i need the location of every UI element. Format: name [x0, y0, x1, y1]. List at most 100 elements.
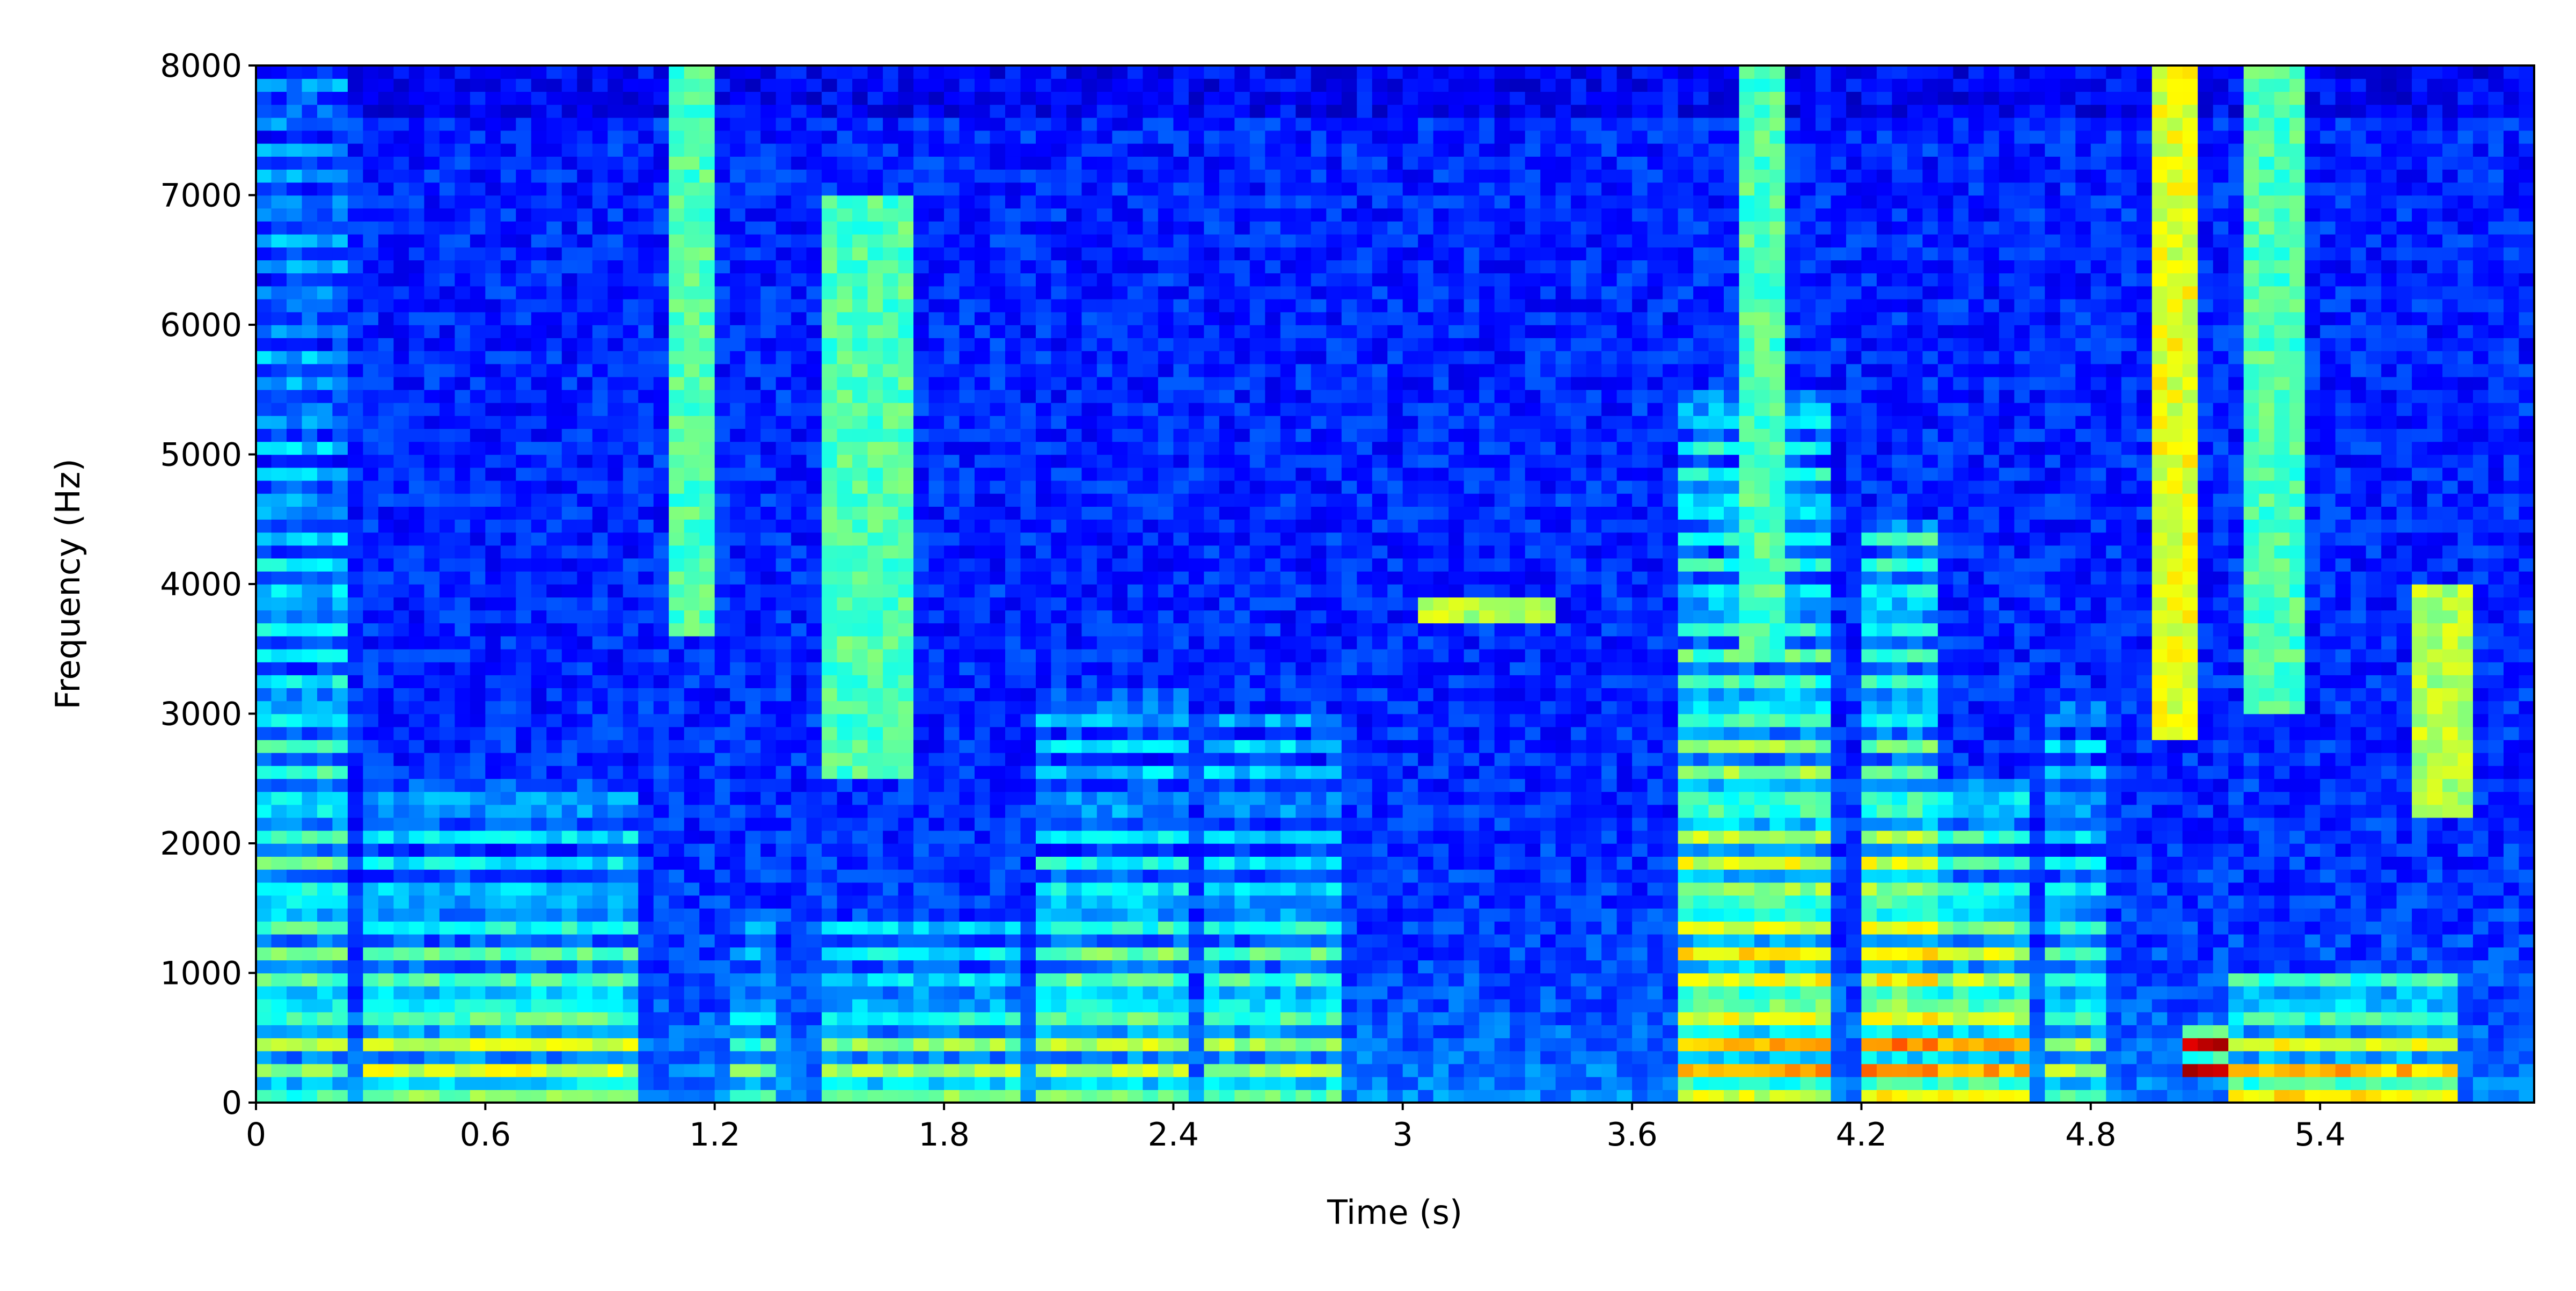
- spectrogram-cell: [1143, 286, 1159, 300]
- spectrogram-cell: [822, 869, 838, 883]
- spectrogram-cell: [1036, 91, 1052, 105]
- spectrogram-cell: [699, 273, 715, 287]
- spectrogram-cell: [638, 363, 654, 377]
- spectrogram-cell: [898, 701, 914, 714]
- spectrogram-cell: [928, 791, 945, 805]
- spectrogram-cell: [347, 661, 364, 675]
- spectrogram-cell: [1036, 545, 1052, 559]
- spectrogram-cell: [684, 856, 700, 870]
- spectrogram-cell: [944, 376, 960, 390]
- spectrogram-cell: [363, 1089, 379, 1103]
- spectrogram-cell: [1188, 1038, 1205, 1052]
- spectrogram-cell: [485, 519, 501, 533]
- spectrogram-cell: [913, 182, 930, 196]
- spectrogram-cell: [638, 208, 654, 222]
- spectrogram-cell: [1173, 1051, 1189, 1064]
- spectrogram-cell: [455, 947, 471, 961]
- spectrogram-cell: [347, 765, 364, 779]
- spectrogram-cell: [653, 311, 669, 325]
- spectrogram-cell: [1112, 778, 1128, 792]
- spectrogram-cell: [1020, 402, 1036, 416]
- spectrogram-cell: [837, 934, 853, 947]
- spectrogram-cell: [867, 648, 883, 662]
- spectrogram-cell: [531, 467, 547, 481]
- spectrogram-cell: [623, 117, 639, 131]
- spectrogram-cell: [883, 298, 899, 312]
- spectrogram-cell: [332, 143, 348, 157]
- spectrogram-cell: [470, 169, 486, 183]
- spectrogram-cell: [990, 739, 1006, 753]
- spectrogram-cell: [623, 895, 639, 909]
- spectrogram-cell: [1081, 1025, 1097, 1039]
- spectrogram-cell: [378, 1076, 394, 1090]
- spectrogram-cell: [852, 726, 868, 740]
- spectrogram-cell: [883, 636, 899, 650]
- spectrogram-cell: [1188, 311, 1205, 325]
- spectrogram-cell: [546, 908, 562, 922]
- spectrogram-cell: [363, 298, 379, 312]
- spectrogram-cell: [684, 688, 700, 702]
- spectrogram-cell: [393, 636, 409, 650]
- spectrogram-cell: [424, 688, 440, 702]
- spectrogram-cell: [546, 519, 562, 533]
- spectrogram-cell: [1127, 363, 1144, 377]
- spectrogram-cell: [1036, 182, 1052, 196]
- spectrogram-cell: [822, 584, 838, 597]
- spectrogram-cell: [287, 467, 303, 481]
- spectrogram-cell: [684, 713, 700, 727]
- spectrogram-cell: [852, 986, 868, 1000]
- spectrogram-cell: [714, 998, 730, 1012]
- spectrogram-cell: [1173, 273, 1189, 287]
- spectrogram-cell: [546, 675, 562, 688]
- spectrogram-cell: [577, 338, 593, 352]
- spectrogram-cell: [714, 454, 730, 468]
- spectrogram-cell: [500, 675, 517, 688]
- spectrogram-cell: [302, 532, 318, 546]
- spectrogram-cell: [470, 104, 486, 118]
- spectrogram-cell: [944, 545, 960, 559]
- spectrogram-cell: [347, 791, 364, 805]
- spectrogram-cell: [531, 376, 547, 390]
- spectrogram-cell: [883, 921, 899, 935]
- spectrogram-cell: [1127, 584, 1144, 597]
- spectrogram-cell: [1036, 713, 1052, 727]
- spectrogram-cell: [546, 78, 562, 92]
- spectrogram-cell: [332, 545, 348, 559]
- spectrogram-cell: [393, 143, 409, 157]
- spectrogram-cell: [1188, 260, 1205, 274]
- spectrogram-cell: [1096, 623, 1113, 637]
- spectrogram-cell: [439, 298, 456, 312]
- spectrogram-cell: [592, 91, 609, 105]
- spectrogram-cell: [1081, 1012, 1097, 1025]
- spectrogram-cell: [975, 882, 991, 896]
- spectrogram-cell: [271, 752, 287, 766]
- spectrogram-cell: [1051, 363, 1067, 377]
- spectrogram-cell: [653, 947, 669, 961]
- spectrogram-cell: [256, 234, 272, 247]
- spectrogram-cell: [546, 921, 562, 935]
- spectrogram-cell: [1081, 558, 1097, 572]
- spectrogram-cell: [363, 91, 379, 105]
- spectrogram-cell: [363, 882, 379, 896]
- spectrogram-cell: [592, 661, 609, 675]
- spectrogram-cell: [332, 571, 348, 585]
- spectrogram-cell: [775, 921, 792, 935]
- spectrogram-cell: [1066, 91, 1082, 105]
- spectrogram-cell: [653, 169, 669, 183]
- spectrogram-cell: [608, 208, 624, 222]
- spectrogram-cell: [699, 921, 715, 935]
- spectrogram-cell: [455, 208, 471, 222]
- spectrogram-cell: [302, 1051, 318, 1064]
- spectrogram-cell: [959, 454, 975, 468]
- spectrogram-cell: [745, 402, 761, 416]
- spectrogram-cell: [990, 156, 1006, 170]
- spectrogram-cell: [1143, 688, 1159, 702]
- spectrogram-cell: [561, 843, 578, 857]
- spectrogram-cell: [1173, 532, 1189, 546]
- spectrogram-cell: [347, 338, 364, 352]
- spectrogram-cell: [913, 817, 930, 831]
- spectrogram-cell: [883, 661, 899, 675]
- spectrogram-cell: [638, 91, 654, 105]
- spectrogram-cell: [714, 506, 730, 520]
- spectrogram-cell: [455, 1089, 471, 1103]
